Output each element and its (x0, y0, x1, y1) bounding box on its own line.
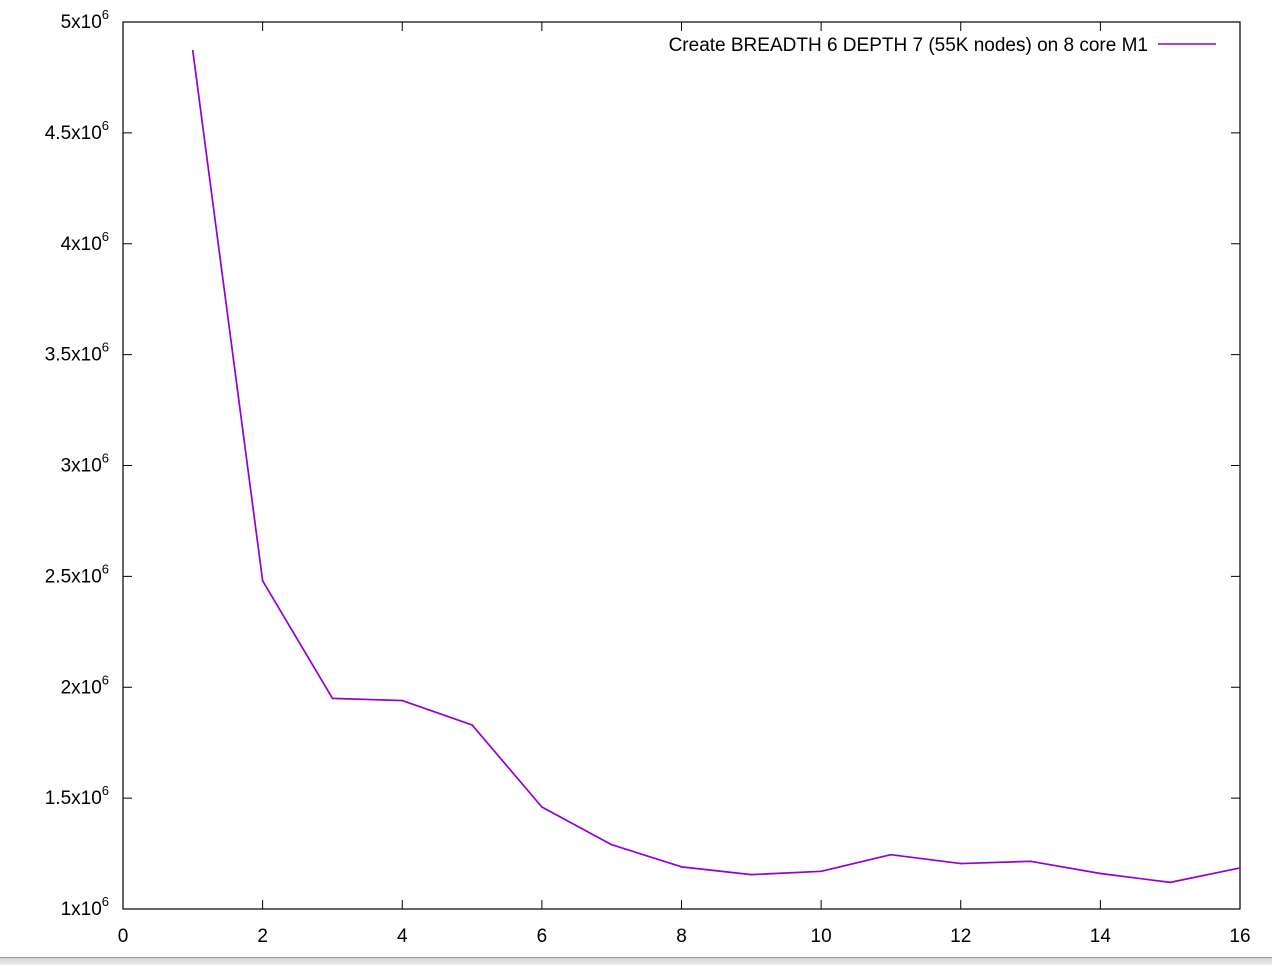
y-tick-exponent: 6 (102, 7, 109, 22)
y-axis-ticks: 1x1061.5x1062x1062.5x1063x1063.5x1064x10… (45, 7, 1240, 920)
y-tick-mantissa: 3x10 (61, 456, 102, 477)
y-tick-mantissa: 4x10 (61, 234, 102, 255)
y-tick-label: 3x106 (61, 451, 109, 477)
legend: Create BREADTH 6 DEPTH 7 (55K nodes) on … (669, 35, 1216, 56)
data-point (820, 870, 823, 873)
y-tick-exponent: 6 (102, 229, 109, 244)
x-tick-label: 12 (950, 926, 971, 947)
plot-frame (122, 21, 1241, 910)
x-tick-label: 14 (1090, 926, 1112, 947)
y-tick-mantissa: 3.5x10 (45, 345, 102, 366)
data-point (959, 862, 962, 865)
data-point (610, 843, 613, 846)
y-tick-label: 3.5x106 (45, 340, 109, 366)
legend-label-series-1: Create BREADTH 6 DEPTH 7 (55K nodes) on … (669, 35, 1148, 56)
x-tick-label: 0 (118, 926, 129, 947)
y-tick-exponent: 6 (102, 451, 109, 466)
y-tick-label: 4x106 (61, 229, 109, 255)
data-point (1029, 860, 1032, 863)
y-tick-label: 1.5x106 (45, 783, 109, 809)
x-tick-label: 8 (676, 926, 687, 947)
x-tick-label: 10 (811, 926, 832, 947)
data-point (331, 697, 334, 700)
data-point (261, 579, 264, 582)
data-point (1239, 867, 1241, 869)
data-point (680, 865, 683, 868)
data-point (890, 853, 892, 856)
y-tick-mantissa: 5x10 (61, 12, 102, 33)
y-tick-mantissa: 2.5x10 (45, 566, 102, 587)
y-tick-exponent: 6 (102, 783, 109, 798)
series-layer (191, 49, 1241, 884)
y-tick-mantissa: 1x10 (61, 899, 102, 920)
y-tick-exponent: 6 (102, 561, 109, 576)
x-axis-ticks: 0 2 4 6 8 10 12 14 16 (118, 22, 1251, 947)
data-point (540, 806, 543, 808)
data-point (750, 873, 753, 876)
y-tick-label: 2.5x106 (45, 561, 109, 587)
series-line-1 (191, 50, 1241, 884)
y-tick-exponent: 6 (102, 340, 109, 355)
data-point (1099, 872, 1102, 875)
y-tick-label: 5x106 (61, 7, 109, 33)
y-tick-exponent: 6 (102, 118, 109, 133)
x-tick-label: 2 (257, 926, 268, 947)
x-tick-label: 16 (1229, 926, 1250, 947)
x-tick-label: 6 (537, 926, 548, 947)
x-tick-label: 4 (397, 926, 408, 947)
y-tick-label: 1x106 (61, 894, 109, 920)
y-tick-exponent: 6 (102, 894, 109, 909)
y-tick-mantissa: 2x10 (61, 677, 102, 698)
window-bottom-edge (0, 957, 1272, 965)
data-point (401, 699, 404, 702)
y-tick-label: 2x106 (61, 672, 109, 698)
data-point (191, 49, 194, 52)
y-tick-mantissa: 4.5x10 (45, 123, 102, 144)
y-tick-label: 4.5x106 (45, 118, 109, 144)
data-point (471, 724, 473, 726)
y-tick-exponent: 6 (102, 672, 109, 687)
data-point (1169, 881, 1172, 884)
y-tick-mantissa: 1.5x10 (45, 788, 102, 809)
